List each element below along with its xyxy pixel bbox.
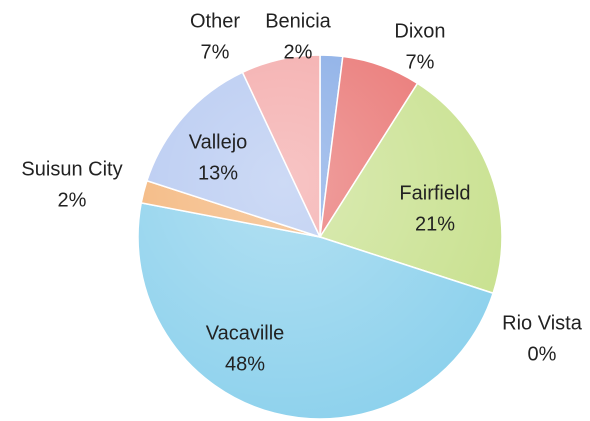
slice-value-label: 2% [284,41,313,63]
slice-value-label: 21% [415,213,455,235]
slice-value-label: 7% [406,51,435,73]
slice-label: Other [190,10,240,32]
slice-label: Vacaville [206,322,285,344]
slice-value-label: 13% [198,162,238,184]
slice-label: Vallejo [189,131,248,153]
slice-label: Dixon [394,20,445,42]
slice-label: Fairfield [399,182,470,204]
slice-value-label: 7% [201,41,230,63]
slice-value-label: 48% [225,353,265,375]
slice-value-label: 0% [528,343,557,365]
slice-label: Rio Vista [502,312,583,334]
slice-label: Suisun City [21,158,122,180]
slice-label: Benicia [265,10,331,32]
slice-value-label: 2% [58,189,87,211]
